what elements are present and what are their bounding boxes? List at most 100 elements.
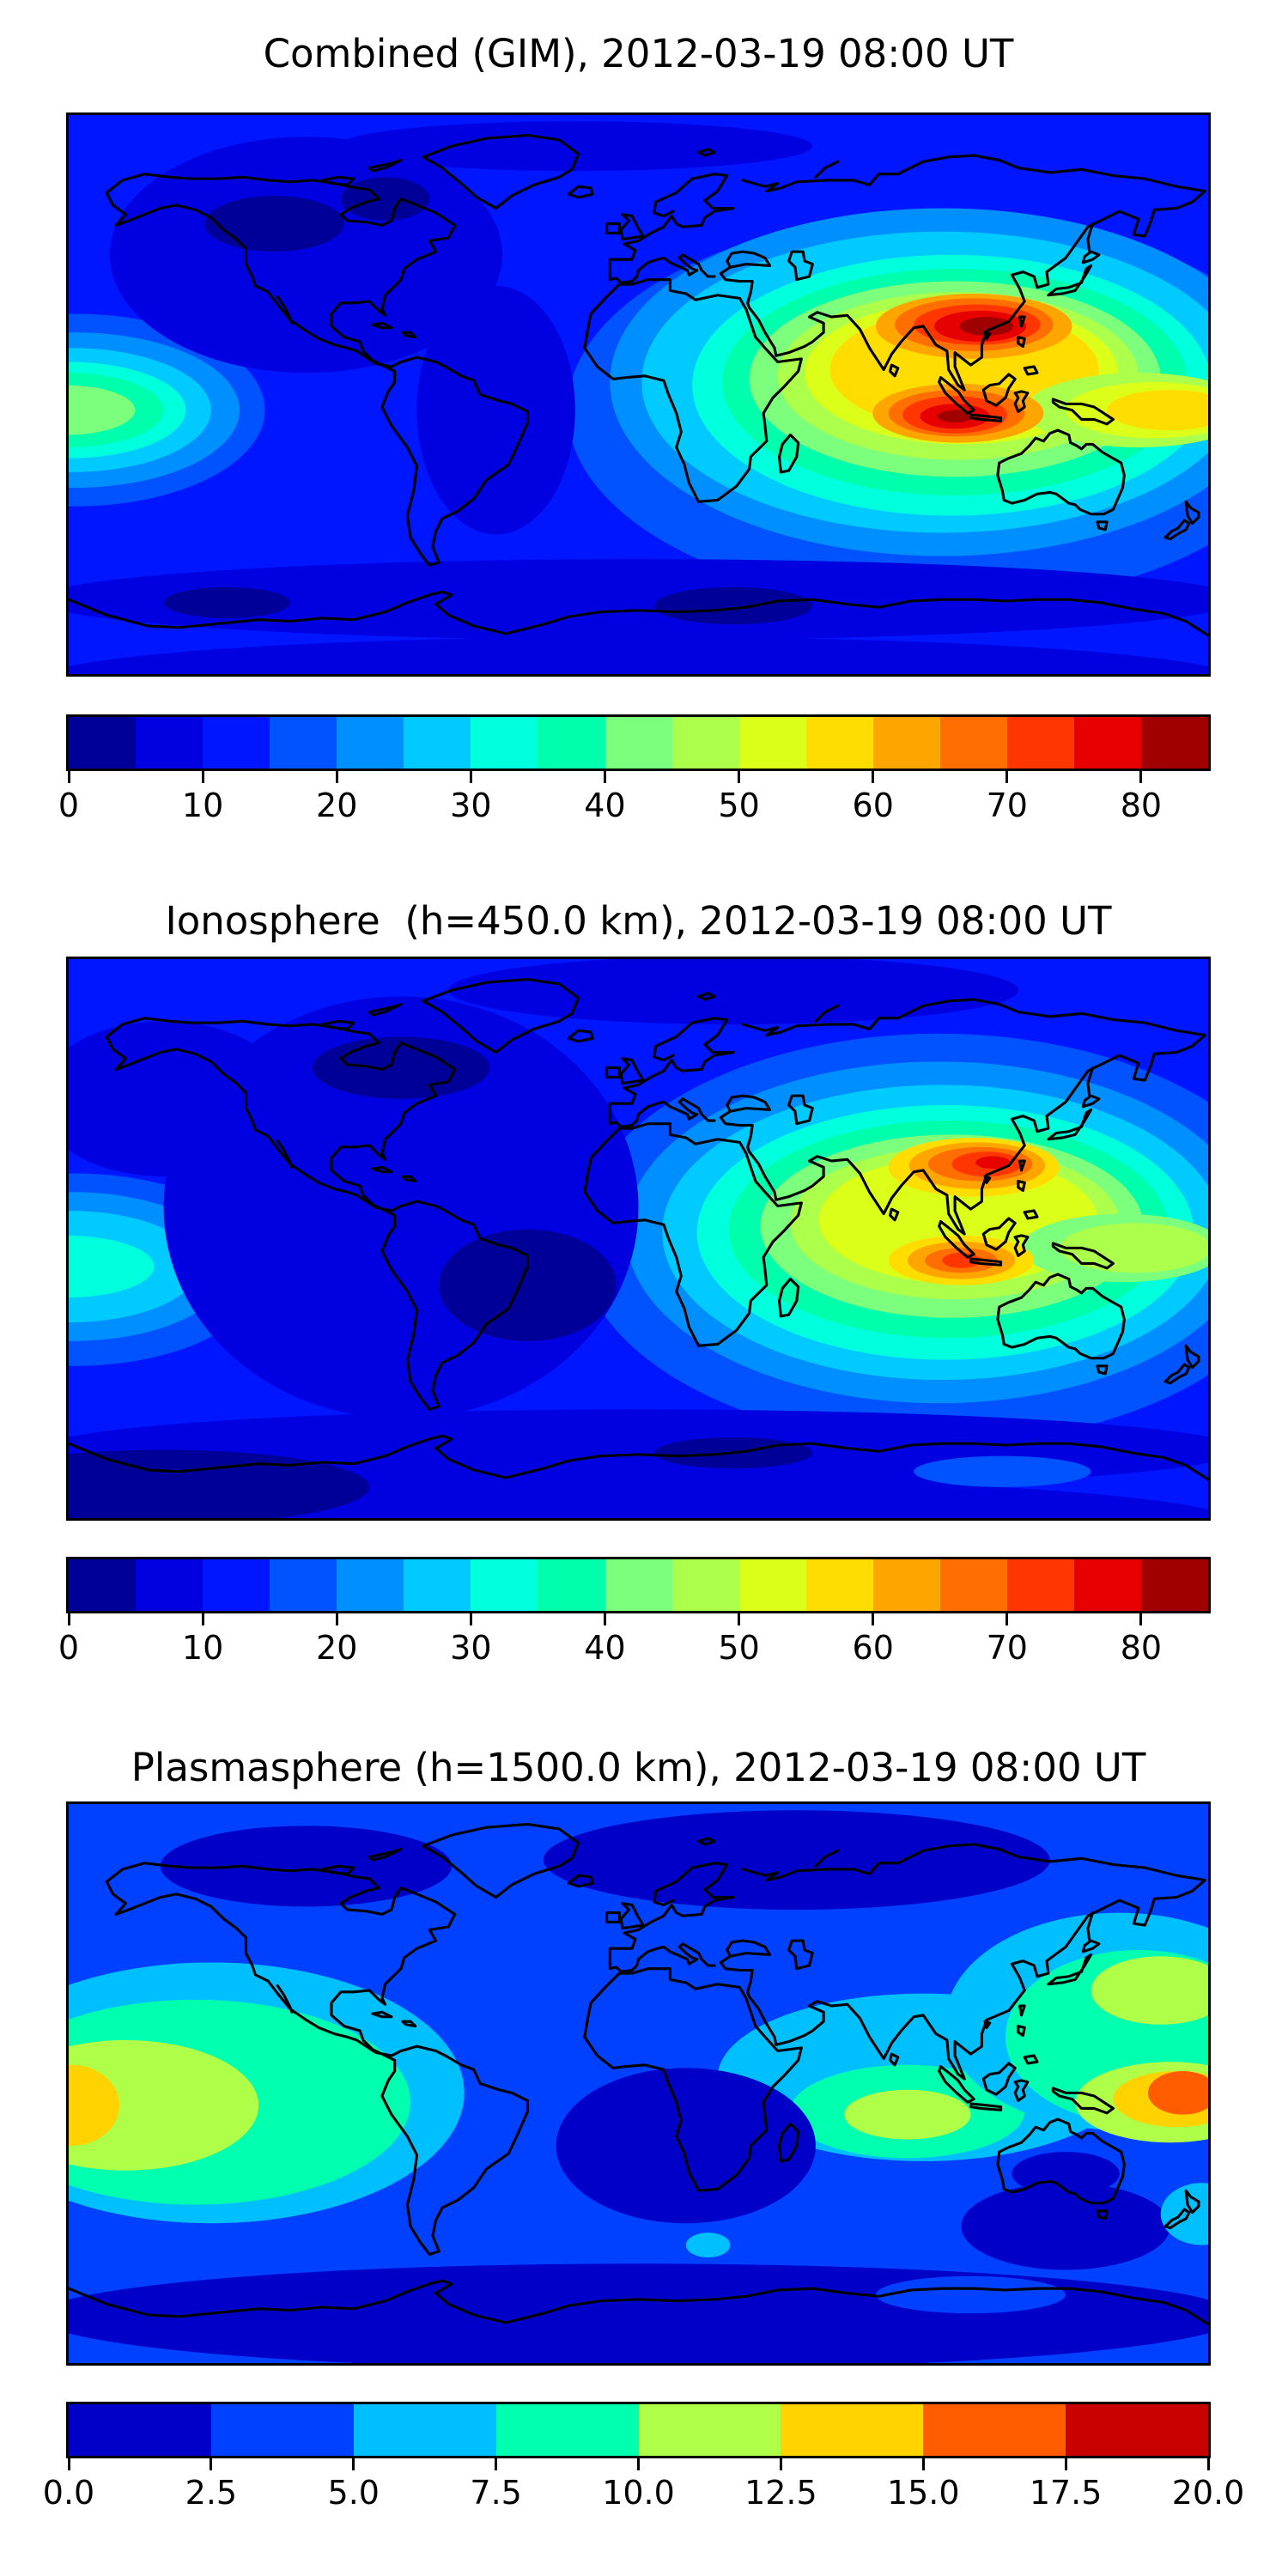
colorbar-segment (270, 1559, 337, 1611)
colorbar-segment (1141, 1559, 1209, 1611)
colorbar-segment (671, 1559, 739, 1611)
map2-title: Ionosphere (h=450.0 km), 2012-03-19 08:0… (165, 898, 1112, 944)
colorbar-segment (638, 2404, 781, 2456)
contour-band (914, 1455, 1091, 1487)
contour-band (1147, 2071, 1208, 2115)
map2-ionosphere (66, 957, 1211, 1521)
colorbar-tick (352, 2458, 355, 2470)
colorbar-tick (67, 771, 70, 783)
colorbar-tick (779, 2458, 782, 2470)
colorbar-tick-label: 10 (181, 1629, 224, 1667)
colorbar-segment (353, 2404, 496, 2456)
contour-band (1107, 390, 1208, 431)
contour-band (1012, 2152, 1120, 2196)
contour-band (163, 586, 291, 618)
colorbar-gradient (66, 2402, 1211, 2458)
colorbar-segment (136, 717, 204, 769)
colorbar-segment (939, 1559, 1007, 1611)
contour-band (1160, 2183, 1208, 2245)
colorbar-segment (738, 1559, 806, 1611)
colorbar-segment (671, 717, 739, 769)
colorbar-tick (921, 2458, 925, 2470)
contour-band (844, 2089, 971, 2140)
colorbar-tick (335, 771, 338, 783)
colorbar-tick (637, 2458, 640, 2470)
colorbar-tick-label: 50 (718, 1629, 760, 1667)
contour-band (69, 2064, 119, 2146)
colorbar-tick (201, 771, 204, 783)
contour-band (69, 636, 1208, 674)
colorbar-tick (210, 2458, 213, 2470)
contour-band (204, 196, 344, 252)
colorbar-tick-label: 20 (316, 787, 358, 824)
colorbar-tick-label: 40 (584, 1629, 626, 1667)
colorbar-tick (67, 1613, 70, 1625)
colorbar-tick-label: 7.5 (470, 2474, 522, 2512)
colorbar-segment (69, 2404, 211, 2456)
contour-band (69, 2039, 259, 2171)
colorbar-segment (203, 717, 270, 769)
colorbar-tick-label: 80 (1120, 787, 1163, 824)
colorbar-tick (738, 771, 741, 783)
colorbar-segment (1073, 1559, 1141, 1611)
colorbar-segment (69, 717, 137, 769)
colorbar-tick (469, 771, 472, 783)
colorbar-segment (210, 2404, 354, 2456)
colorbar-segment (337, 1559, 404, 1611)
contour-band (875, 2275, 1066, 2314)
colorbar-tick (67, 2458, 70, 2470)
colorbar-tick (1139, 771, 1143, 783)
colorbar-tick-label: 10.0 (602, 2474, 675, 2512)
colorbar-tick-label: 2.5 (185, 2474, 238, 2512)
colorbar-tick (872, 1613, 875, 1625)
contour-band (337, 121, 813, 172)
colorbar-tick (201, 1613, 204, 1625)
map1-combined-gim (66, 112, 1211, 677)
contour-band (69, 385, 136, 435)
map1-colorbar: 0 10 20 30 40 50 60 70 80 (58, 714, 1211, 826)
colorbar-tick-label: 60 (852, 1629, 894, 1667)
contour-band (69, 2263, 1208, 2363)
colorbar-segment (1006, 1559, 1074, 1611)
colorbar-tick (495, 2458, 498, 2470)
colorbar-tick-label: 0 (58, 787, 80, 824)
colorbar-gradient (66, 714, 1211, 771)
colorbar-segment (872, 1559, 940, 1611)
colorbar-segment (495, 2404, 639, 2456)
contour-band (69, 1235, 155, 1298)
colorbar-tick (1139, 1613, 1143, 1625)
contour-band (959, 317, 1014, 336)
contour-band (937, 410, 973, 423)
colorbar-segment (781, 2404, 924, 2456)
colorbar-tick-label: 70 (986, 1629, 1028, 1667)
map1-title: Combined (GIM), 2012-03-19 08:00 UT (263, 31, 1014, 76)
colorbar-segment (939, 717, 1007, 769)
colorbar-tick-label: 17.5 (1029, 2474, 1103, 2512)
colorbar-segment (404, 1559, 471, 1611)
colorbar-tick-label: 5.0 (327, 2474, 380, 2512)
colorbar-tick (1064, 2458, 1067, 2470)
colorbar-segment (270, 717, 337, 769)
colorbar-tick (335, 1613, 338, 1625)
colorbar-tick (1005, 1613, 1009, 1625)
contour-band (312, 1036, 490, 1099)
map3-title: Plasmasphere (h=1500.0 km), 2012-03-19 0… (131, 1745, 1146, 1790)
colorbar-segment (69, 1559, 137, 1611)
colorbar-segment (805, 717, 873, 769)
colorbar-tick-label: 10 (181, 787, 224, 824)
map3-colorbar: 0.0 2.5 5.0 7.5 10.0 12.5 15.0 17.5 20.0 (43, 2402, 1244, 2513)
colorbar-segment (471, 1559, 538, 1611)
colorbar-tick-label: 60 (852, 787, 894, 824)
contour-band (416, 285, 575, 535)
colorbar-gradient (66, 1557, 1211, 1613)
colorbar-segment (1073, 717, 1141, 769)
map3-plasmasphere (66, 1801, 1211, 2366)
colorbar-tick-label: 70 (986, 787, 1028, 824)
colorbar-segment (538, 1559, 605, 1611)
colorbar-segment (738, 717, 806, 769)
colorbar-segment (471, 717, 538, 769)
colorbar-tick-label: 12.5 (744, 2474, 817, 2512)
colorbar-segment (605, 717, 672, 769)
map1-contour-svg (69, 115, 1208, 674)
contour-band (975, 1156, 1011, 1170)
